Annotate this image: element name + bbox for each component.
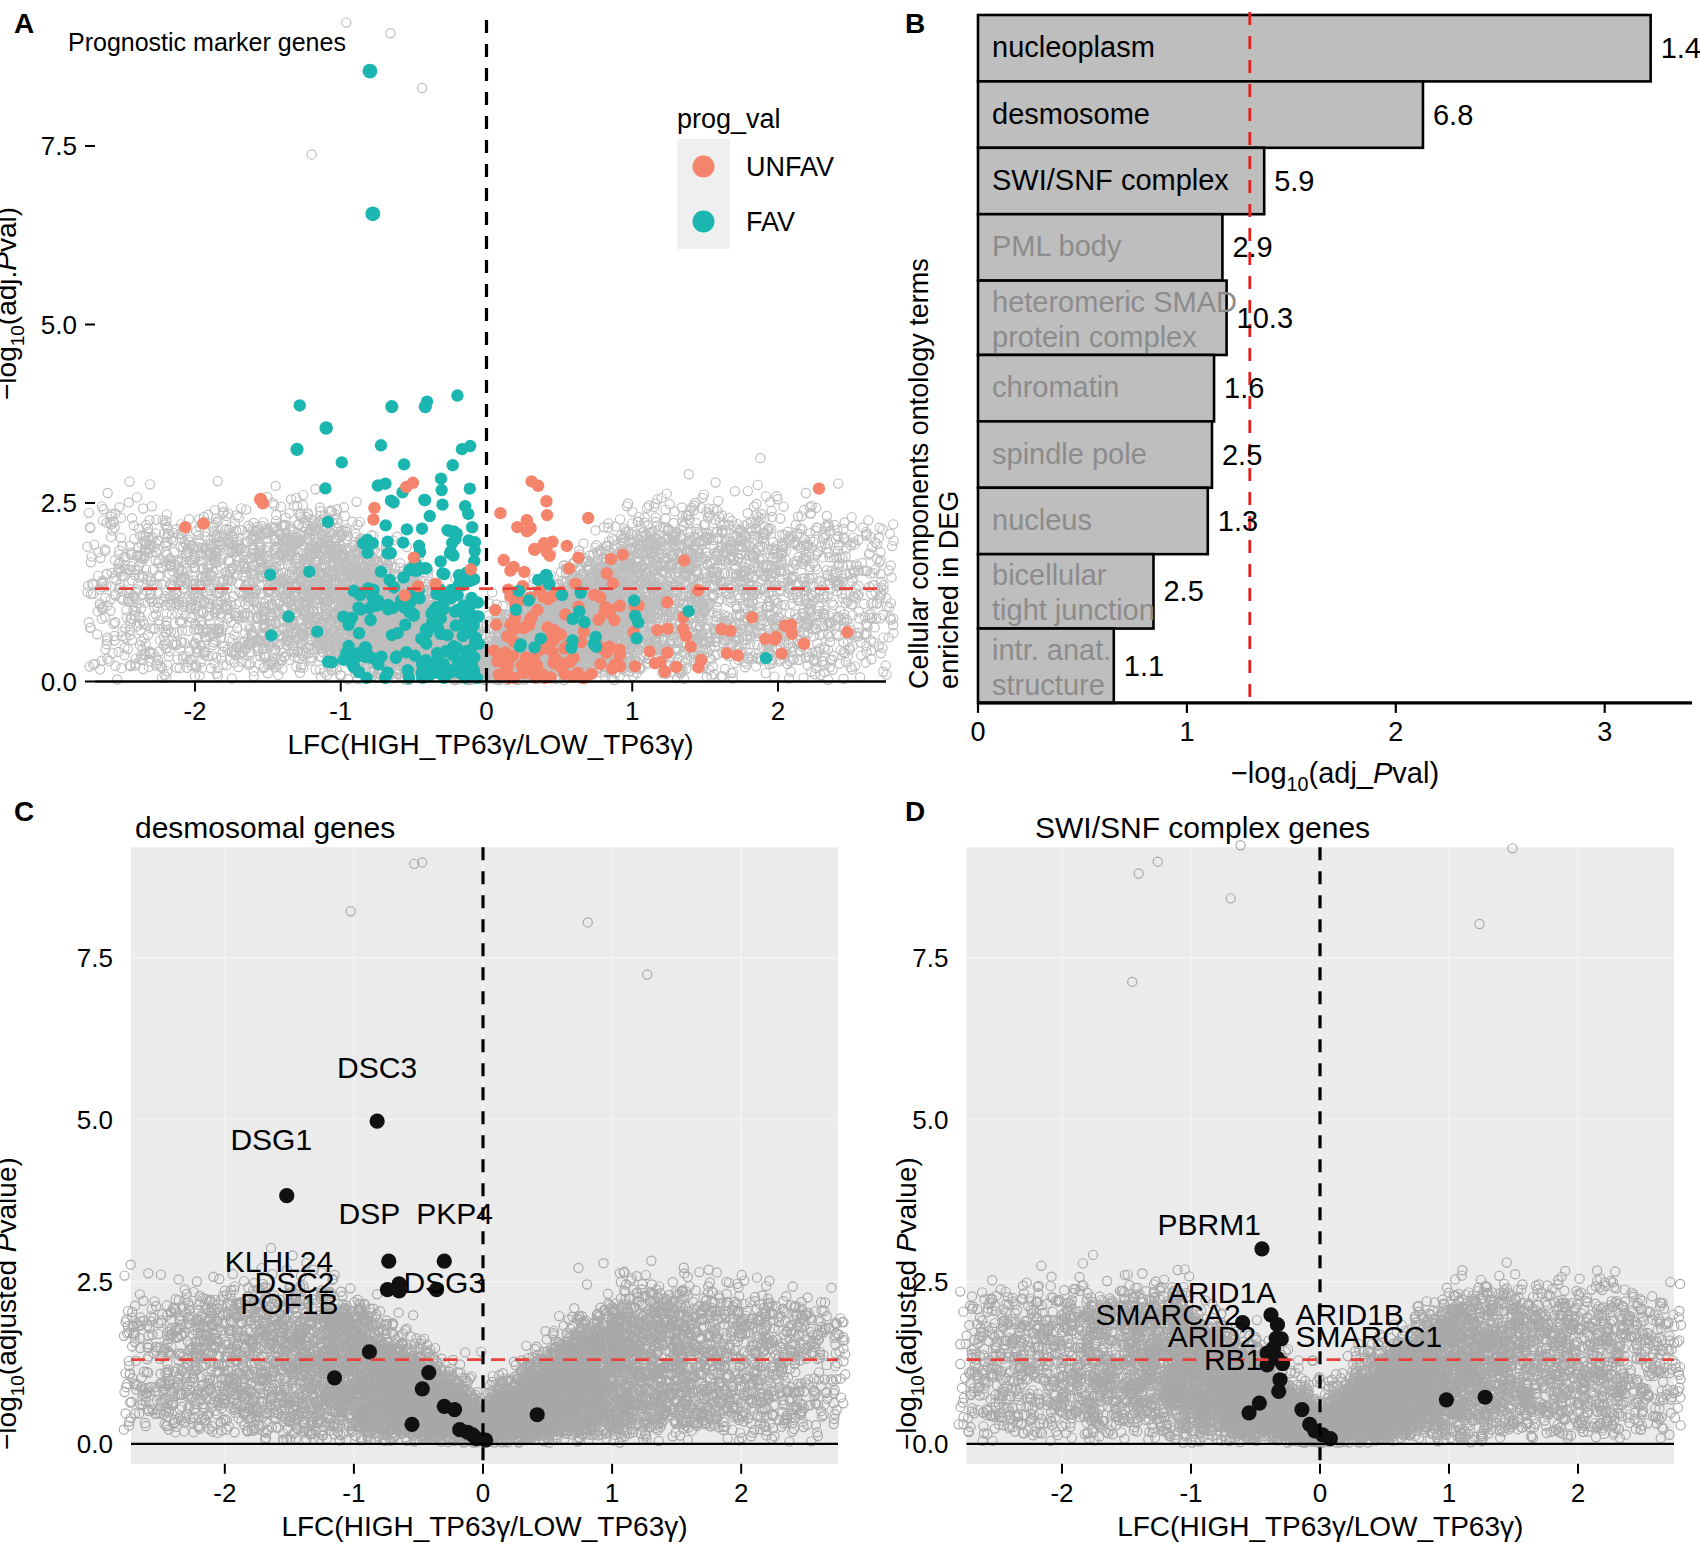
svg-text:bicellular: bicellular xyxy=(992,559,1107,591)
svg-text:2: 2 xyxy=(771,696,785,726)
svg-text:2.5: 2.5 xyxy=(41,488,77,518)
svg-text:enriched in DEG: enriched in DEG xyxy=(934,491,964,689)
svg-text:DSG1: DSG1 xyxy=(230,1123,312,1156)
svg-text:1: 1 xyxy=(1179,717,1194,747)
svg-text:tight junction: tight junction xyxy=(992,594,1155,626)
svg-text:structure: structure xyxy=(992,669,1105,701)
svg-text:−log10(adjusted Pvalue): −log10(adjusted Pvalue) xyxy=(0,1157,28,1450)
svg-text:5.9: 5.9 xyxy=(1274,165,1314,197)
svg-text:-2: -2 xyxy=(213,1478,236,1508)
svg-text:7.5: 7.5 xyxy=(41,131,77,161)
svg-text:2.5: 2.5 xyxy=(1163,575,1203,607)
svg-text:PKP4: PKP4 xyxy=(416,1197,493,1230)
svg-text:6.8: 6.8 xyxy=(1433,99,1473,131)
svg-text:2: 2 xyxy=(734,1478,748,1508)
svg-text:LFC(HIGH_TP63γ/LOW_TP63γ): LFC(HIGH_TP63γ/LOW_TP63γ) xyxy=(281,1511,687,1542)
svg-text:desmosomal genes: desmosomal genes xyxy=(135,811,395,844)
svg-text:prog_val: prog_val xyxy=(677,104,781,134)
svg-text:1: 1 xyxy=(625,696,639,726)
svg-text:0: 0 xyxy=(479,696,493,726)
svg-text:nucleus: nucleus xyxy=(992,504,1092,536)
svg-text:DSG3: DSG3 xyxy=(403,1266,485,1299)
svg-text:2.5: 2.5 xyxy=(77,1267,113,1297)
svg-text:2: 2 xyxy=(1388,717,1403,747)
svg-text:7.5: 7.5 xyxy=(77,943,113,973)
svg-text:3: 3 xyxy=(1597,717,1612,747)
svg-text:−log10(adjusted Pvalue): −log10(adjusted Pvalue) xyxy=(891,1157,928,1450)
svg-text:PBRM1: PBRM1 xyxy=(1157,1208,1260,1241)
svg-text:0: 0 xyxy=(1313,1478,1327,1508)
svg-text:heteromeric SMAD: heteromeric SMAD xyxy=(992,286,1237,318)
svg-text:SWI/SNF complex genes: SWI/SNF complex genes xyxy=(1035,811,1370,844)
svg-text:5.0: 5.0 xyxy=(77,1105,113,1135)
svg-text:RB1: RB1 xyxy=(1204,1343,1262,1376)
svg-text:UNFAV: UNFAV xyxy=(746,152,834,182)
svg-text:SWI/SNF complex: SWI/SNF complex xyxy=(992,164,1229,196)
svg-text:spindle pole: spindle pole xyxy=(992,438,1147,470)
svg-text:-2: -2 xyxy=(1050,1478,1073,1508)
svg-text:−log10(adj.Pval): −log10(adj.Pval) xyxy=(0,207,28,400)
svg-text:0.0: 0.0 xyxy=(77,1429,113,1459)
svg-text:Cellular components ontology t: Cellular components ontology terms xyxy=(904,258,934,689)
svg-text:-1: -1 xyxy=(342,1478,365,1508)
svg-text:2: 2 xyxy=(1571,1478,1585,1508)
svg-text:−log10(adj_Pval): −log10(adj_Pval) xyxy=(1231,757,1439,795)
svg-text:7.5: 7.5 xyxy=(912,943,948,973)
svg-text:1.4: 1.4 xyxy=(1661,32,1700,64)
svg-text:LFC(HIGH_TP63γ/LOW_TP63γ): LFC(HIGH_TP63γ/LOW_TP63γ) xyxy=(1117,1511,1523,1542)
svg-text:LFC(HIGH_TP63γ/LOW_TP63γ): LFC(HIGH_TP63γ/LOW_TP63γ) xyxy=(287,729,693,760)
svg-text:1.1: 1.1 xyxy=(1124,650,1164,682)
svg-text:-2: -2 xyxy=(183,696,206,726)
svg-text:-1: -1 xyxy=(329,696,352,726)
svg-text:1.6: 1.6 xyxy=(1224,372,1264,404)
svg-text:1: 1 xyxy=(605,1478,619,1508)
svg-text:1.3: 1.3 xyxy=(1218,505,1258,537)
svg-text:desmosome: desmosome xyxy=(992,98,1150,130)
svg-text:PML body: PML body xyxy=(992,230,1122,262)
svg-text:FAV: FAV xyxy=(746,207,795,237)
svg-text:0: 0 xyxy=(476,1478,490,1508)
svg-text:protein complex: protein complex xyxy=(992,321,1197,353)
svg-text:5.0: 5.0 xyxy=(912,1105,948,1135)
svg-text:5.0: 5.0 xyxy=(41,310,77,340)
svg-text:0: 0 xyxy=(970,717,985,747)
svg-text:nucleoplasm: nucleoplasm xyxy=(992,31,1155,63)
svg-text:-1: -1 xyxy=(1179,1478,1202,1508)
svg-text:10.3: 10.3 xyxy=(1237,302,1293,334)
svg-text:2.5: 2.5 xyxy=(1222,439,1262,471)
svg-text:1: 1 xyxy=(1442,1478,1456,1508)
svg-text:2.9: 2.9 xyxy=(1232,231,1272,263)
svg-text:intr. anat.: intr. anat. xyxy=(992,634,1111,666)
svg-text:0.0: 0.0 xyxy=(41,667,77,697)
svg-text:chromatin: chromatin xyxy=(992,371,1119,403)
svg-text:DSP: DSP xyxy=(339,1197,401,1230)
svg-text:DSC3: DSC3 xyxy=(337,1051,417,1084)
svg-text:SMARCC1: SMARCC1 xyxy=(1295,1320,1442,1353)
svg-text:POF1B: POF1B xyxy=(240,1287,338,1320)
